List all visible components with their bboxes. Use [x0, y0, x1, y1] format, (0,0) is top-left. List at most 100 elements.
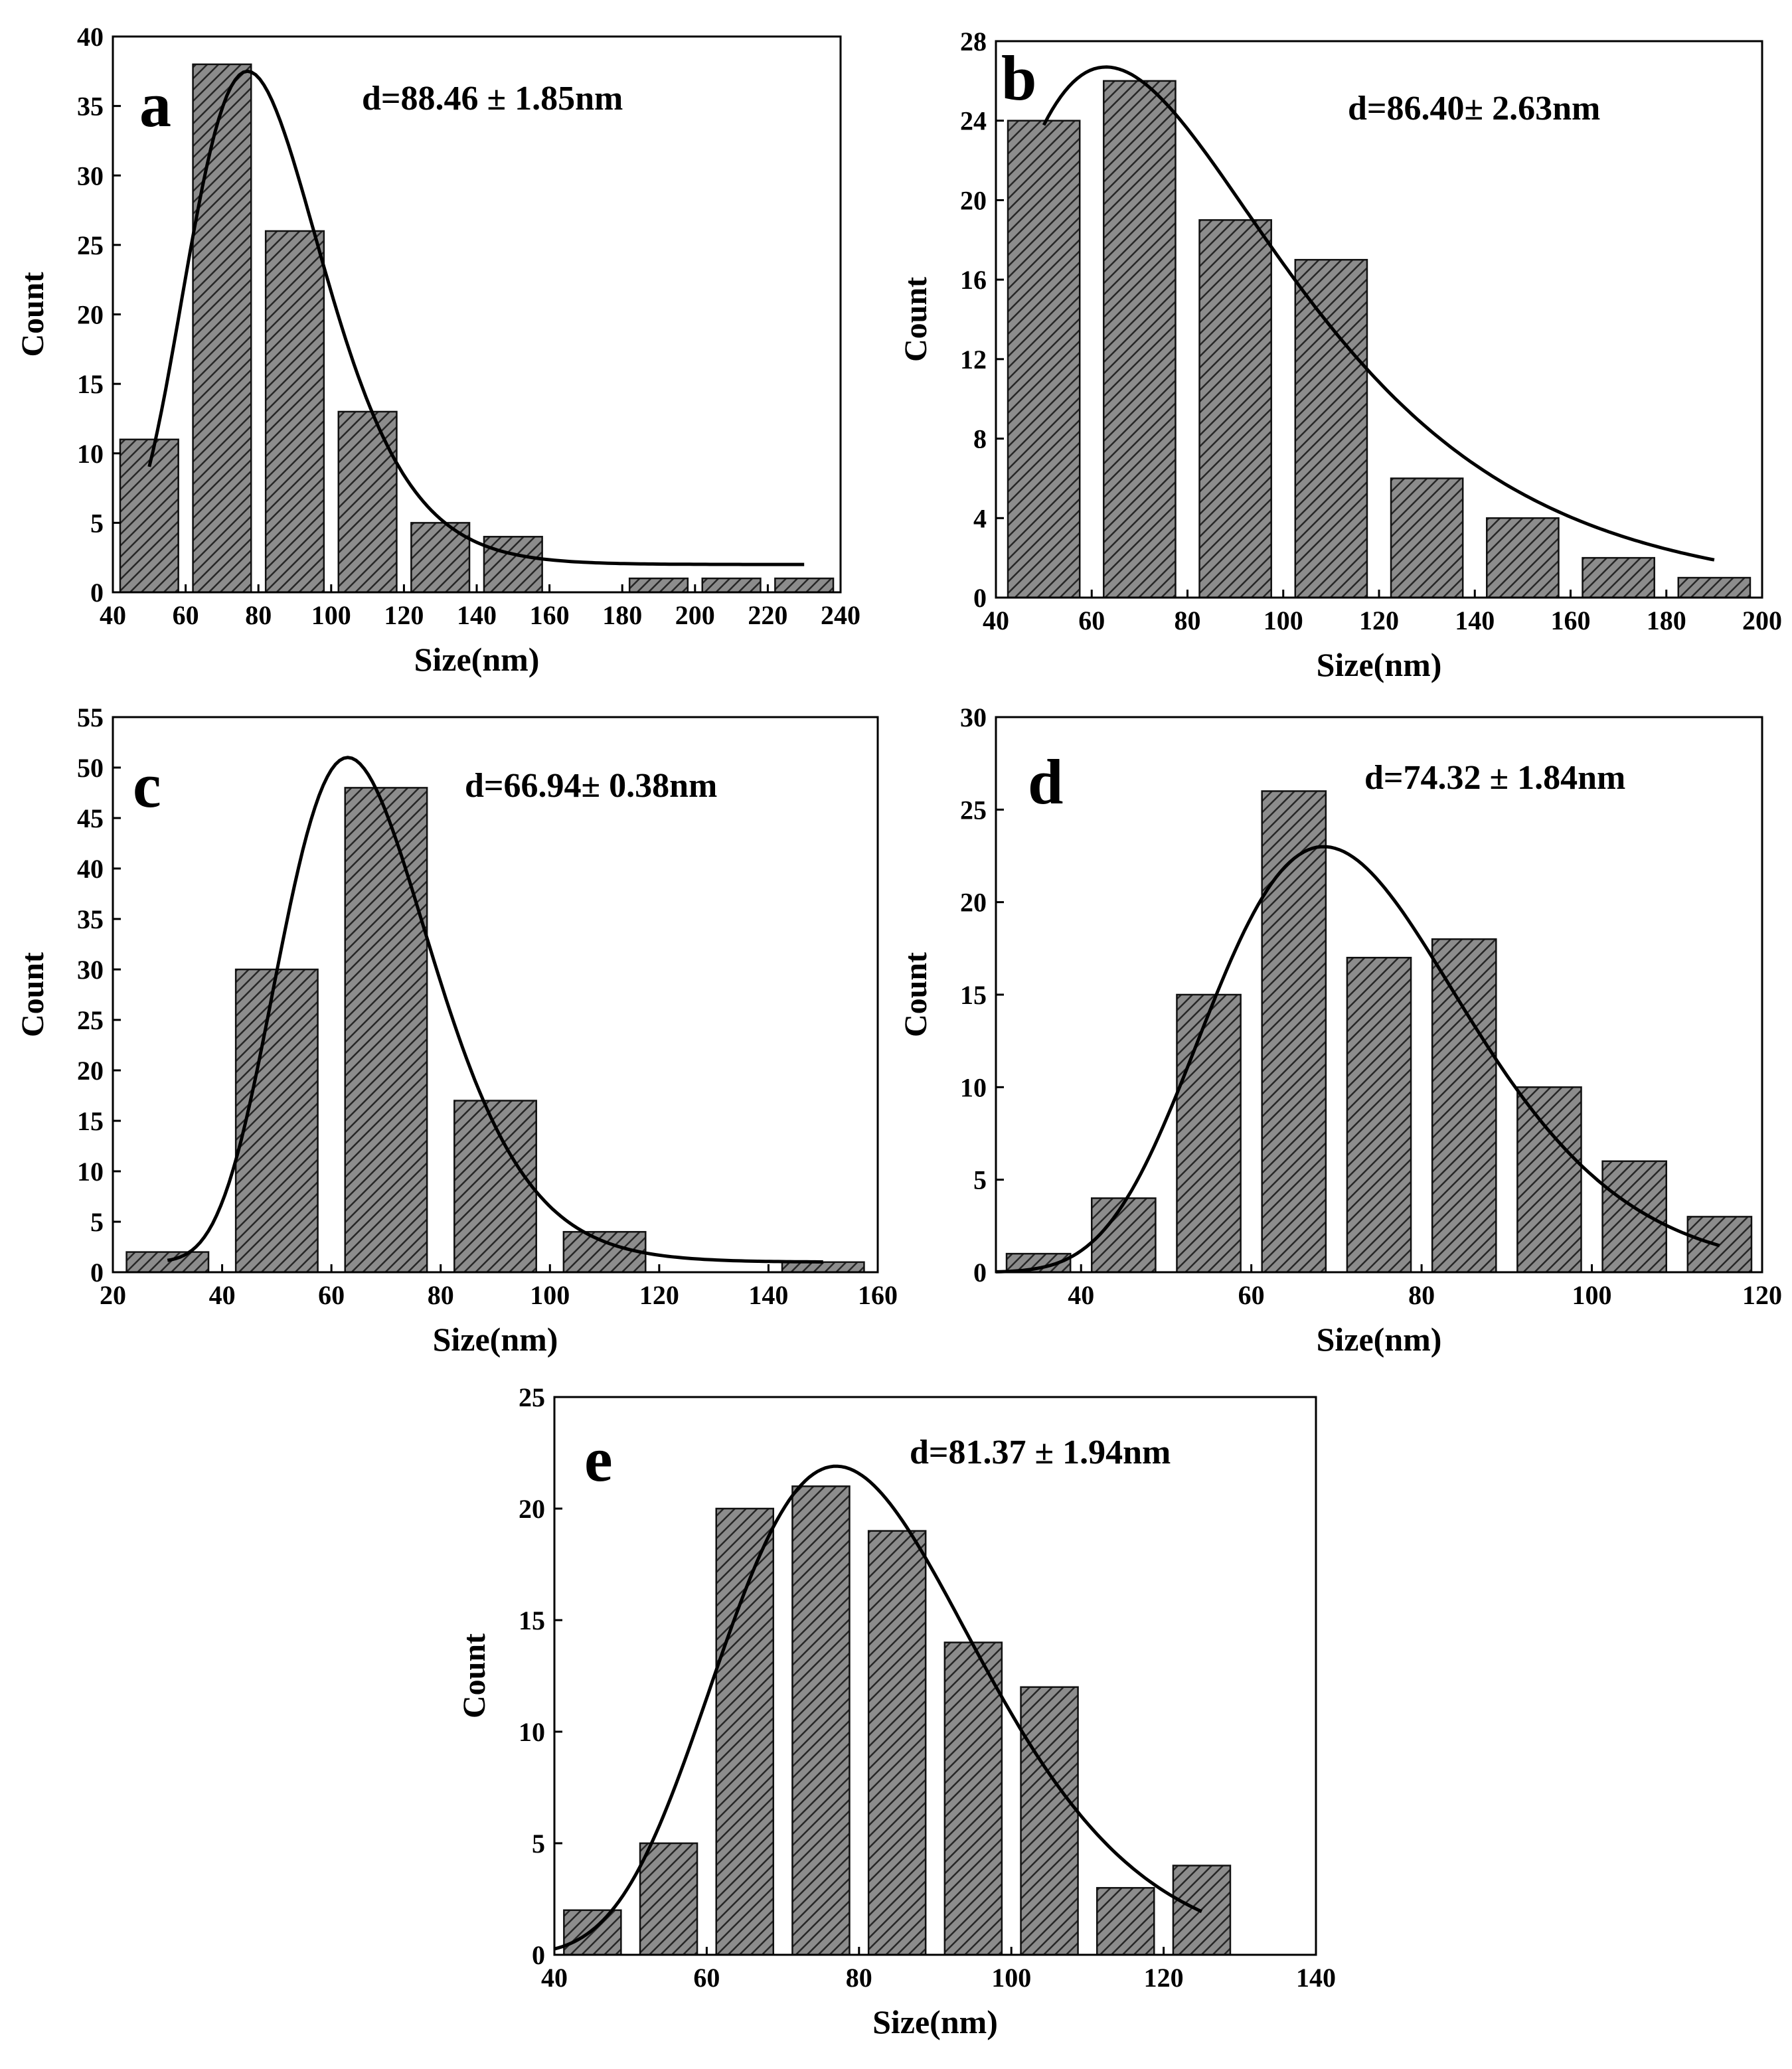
y-axis-label-e: Count	[457, 1633, 492, 1718]
x-tick-label-a-180: 180	[602, 600, 642, 630]
y-tick-label-c-25: 25	[77, 1005, 104, 1035]
x-tick-label-a-120: 120	[384, 600, 424, 630]
bar-b-170	[1582, 556, 1655, 599]
fit-curve-b	[1042, 65, 1715, 562]
y-tick-label-e-10: 10	[519, 1717, 545, 1747]
x-axis-label-a: Size(nm)	[414, 641, 540, 678]
y-tick-label-a-15: 15	[77, 369, 104, 399]
y-tick-label-c-45: 45	[77, 803, 104, 833]
x-tick-label-d-60: 60	[1238, 1280, 1265, 1310]
x-tick-label-a-220: 220	[748, 600, 787, 630]
bar-d-65	[1261, 790, 1327, 1274]
x-tick-label-a-80: 80	[245, 600, 272, 630]
y-tick-label-c-30: 30	[77, 955, 104, 985]
x-tick-label-c-80: 80	[428, 1280, 454, 1310]
y-tick-label-a-0: 0	[90, 578, 104, 608]
y-tick-label-b-28: 28	[960, 27, 987, 56]
y-tick-label-e-15: 15	[519, 1606, 545, 1635]
panel-letter-a: a	[139, 69, 171, 140]
y-tick-label-c-20: 20	[77, 1056, 104, 1086]
bar-b-90	[1198, 219, 1272, 599]
bar-b-190	[1677, 576, 1751, 599]
mean-size-annotation-b: d=86.40± 2.63nm	[1348, 90, 1600, 127]
y-axis-label-b: Count	[898, 277, 934, 362]
fit-curve-c	[167, 756, 823, 1264]
bar-e-105	[1020, 1686, 1079, 1956]
bar-c-30	[125, 1251, 210, 1274]
y-tick-label-a-25: 25	[77, 230, 104, 260]
y-tick-label-c-35: 35	[77, 904, 104, 934]
y-tick-label-b-24: 24	[960, 106, 987, 136]
fit-curve-e	[554, 1464, 1202, 1951]
plot-frame-c	[112, 716, 879, 1274]
x-tick-label-e-100: 100	[991, 1963, 1031, 1993]
bar-e-75	[791, 1485, 851, 1956]
bar-a-190	[628, 577, 689, 594]
x-tick-label-a-200: 200	[675, 600, 715, 630]
y-tick-label-b-12: 12	[960, 345, 987, 374]
x-tick-label-e-80: 80	[846, 1963, 872, 1993]
x-tick-label-e-40: 40	[541, 1963, 568, 1993]
mean-size-annotation-e: d=81.37 ± 1.94nm	[910, 1434, 1171, 1471]
bar-d-85	[1431, 938, 1497, 1274]
bar-b-130	[1390, 477, 1464, 599]
x-tick-label-c-100: 100	[530, 1280, 570, 1310]
y-tick-label-a-5: 5	[90, 508, 104, 538]
bar-b-110	[1294, 258, 1368, 599]
x-tick-label-b-40: 40	[983, 606, 1009, 635]
bar-d-55	[1176, 993, 1242, 1274]
bar-b-50	[1007, 120, 1081, 599]
y-tick-label-d-20: 20	[960, 888, 987, 918]
bar-a-210	[701, 577, 762, 594]
x-tick-label-b-140: 140	[1455, 606, 1495, 635]
x-tick-label-a-140: 140	[457, 600, 497, 630]
bar-a-90	[264, 230, 325, 594]
x-tick-label-b-100: 100	[1263, 606, 1303, 635]
bar-c-70	[344, 787, 428, 1274]
bar-e-85	[867, 1530, 927, 1956]
bar-e-65	[715, 1507, 775, 1956]
y-tick-label-b-8: 8	[973, 424, 987, 454]
y-tick-label-b-4: 4	[973, 503, 987, 533]
y-tick-label-a-10: 10	[77, 439, 104, 469]
x-tick-label-b-120: 120	[1359, 606, 1399, 635]
x-axis-label-b: Size(nm)	[1317, 646, 1442, 683]
x-tick-label-a-40: 40	[100, 600, 126, 630]
y-tick-label-e-25: 25	[519, 1382, 545, 1412]
x-tick-label-a-100: 100	[311, 600, 351, 630]
y-tick-label-b-16: 16	[960, 265, 987, 295]
mean-size-annotation-d: d=74.32 ± 1.84nm	[1364, 759, 1625, 797]
x-tick-label-d-80: 80	[1408, 1280, 1435, 1310]
y-tick-label-b-0: 0	[973, 583, 987, 613]
bar-d-45	[1091, 1197, 1157, 1274]
y-tick-label-e-0: 0	[532, 1940, 545, 1970]
y-tick-label-e-20: 20	[519, 1494, 545, 1524]
x-tick-label-b-60: 60	[1078, 606, 1105, 635]
bar-b-70	[1103, 80, 1177, 599]
y-tick-label-c-10: 10	[77, 1157, 104, 1187]
chart-panel-a: 40 60 80 100 120 140 160 180 200 220 240 0 5 10 15 20 25…	[15, 22, 860, 678]
bar-c-150	[781, 1261, 865, 1274]
x-tick-label-d-100: 100	[1572, 1280, 1612, 1310]
y-tick-label-c-40: 40	[77, 854, 104, 884]
x-tick-label-b-80: 80	[1175, 606, 1201, 635]
panel-letter-b: b	[1001, 42, 1036, 114]
bar-a-230	[774, 577, 835, 594]
y-tick-label-d-25: 25	[960, 795, 987, 825]
x-tick-label-c-40: 40	[209, 1280, 236, 1310]
x-axis-label-c: Size(nm)	[433, 1321, 558, 1358]
x-tick-label-e-120: 120	[1144, 1963, 1184, 1993]
bar-e-55	[639, 1842, 698, 1956]
x-tick-label-c-120: 120	[639, 1280, 679, 1310]
y-tick-label-b-20: 20	[960, 185, 987, 215]
plot-frame-e	[553, 1396, 1317, 1956]
x-tick-label-d-120: 120	[1742, 1280, 1782, 1310]
bar-c-50	[234, 968, 319, 1274]
y-tick-label-e-5: 5	[532, 1829, 545, 1859]
y-tick-label-c-15: 15	[77, 1106, 104, 1136]
y-axis-label-d: Count	[898, 952, 934, 1037]
y-tick-label-d-30: 30	[960, 703, 987, 732]
x-tick-label-c-140: 140	[748, 1280, 788, 1310]
panel-letter-e: e	[584, 1424, 613, 1495]
y-axis-label-a: Count	[15, 272, 50, 357]
